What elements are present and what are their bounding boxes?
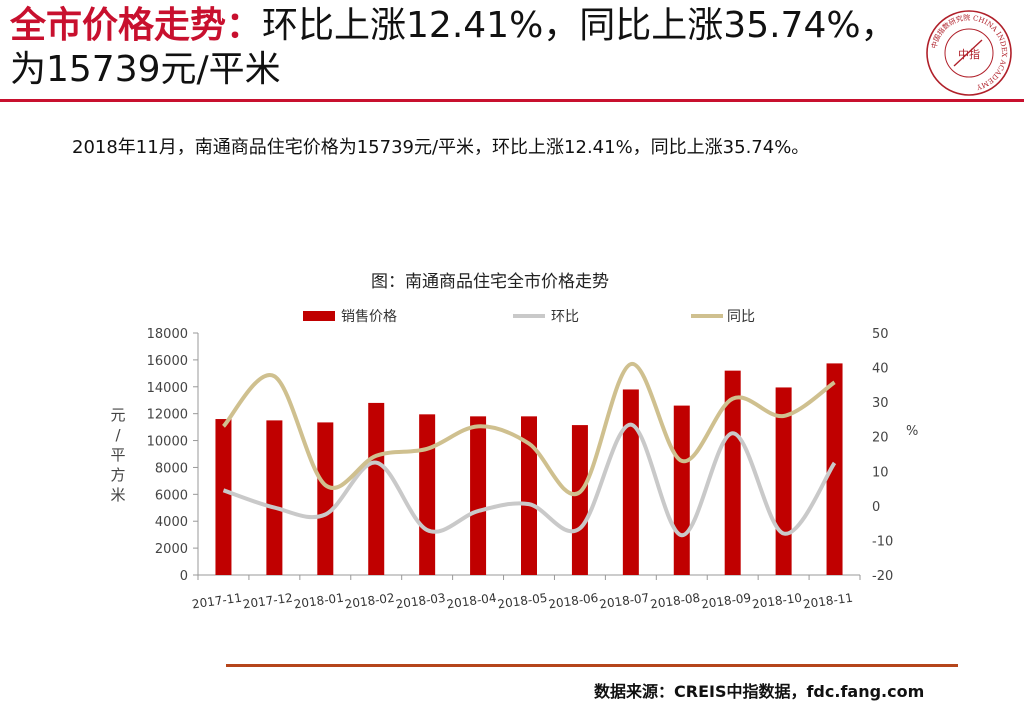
x-tick-label: 2017-11 (191, 591, 243, 612)
y-left-tick-label: 18000 (147, 327, 188, 342)
x-tick-label: 2018-08 (649, 591, 701, 612)
bar-price (470, 416, 487, 575)
legend-label-yoy: 同比 (727, 309, 755, 325)
x-tick-label: 2018-03 (395, 591, 447, 612)
y-left-axis-label-char: 平 (110, 446, 125, 464)
y-left-tick-label: 6000 (155, 488, 188, 503)
legend-label-mom: 环比 (551, 309, 579, 325)
y-left-tick-label: 16000 (147, 354, 188, 369)
legend-swatch-price (303, 311, 335, 321)
line-mom (222, 422, 837, 538)
bar-price (826, 363, 843, 575)
x-tick-label: 2018-04 (446, 591, 498, 612)
y-right-tick-label: 50 (872, 327, 889, 342)
y-right-tick-label: 0 (872, 500, 880, 515)
x-tick-label: 2017-12 (242, 591, 294, 612)
x-tick-label: 2018-06 (548, 591, 600, 612)
y-right-tick-label: 30 (872, 396, 889, 411)
bar-price (368, 402, 385, 575)
china-index-academy-seal-icon: 中国指数研究院 CHINA INDEX ACADEMY 中指 (926, 10, 1012, 96)
bar-price (215, 419, 232, 575)
bar-price (724, 370, 741, 575)
logo-center-text: 中指 (958, 47, 980, 61)
bar-price (622, 389, 639, 575)
bar-price (673, 405, 690, 575)
y-left-tick-label: 0 (180, 569, 188, 584)
page-title: 全市价格走势：环比上涨12.41%，同比上涨35.74%，为15739元/平米 (10, 4, 910, 92)
x-tick-label: 2018-11 (802, 591, 854, 612)
title-divider (0, 99, 1024, 102)
x-tick-label: 2018-02 (344, 591, 396, 612)
y-left-tick-label: 2000 (155, 542, 188, 557)
y-left-tick-label: 10000 (147, 435, 188, 450)
title-rest: 环比上涨12.41%，同比上涨35.74%，为15739元/平米 (10, 5, 897, 90)
y-left-axis-label-char: 元 (110, 406, 125, 424)
x-tick-label: 2018-07 (598, 591, 650, 612)
bar-price (266, 420, 283, 575)
y-left-axis-label-char: 米 (110, 486, 125, 504)
y-right-tick-label: 40 (872, 362, 889, 377)
y-right-tick-label: 20 (872, 431, 889, 446)
x-tick-label: 2018-09 (700, 591, 752, 612)
legend-label-price: 销售价格 (341, 309, 397, 325)
x-tick-label: 2018-10 (751, 591, 803, 612)
y-left-axis-label-char: 方 (110, 466, 125, 484)
y-left-axis-label-char: / (115, 426, 121, 444)
line-yoy (221, 362, 836, 497)
y-right-tick-label: 10 (872, 465, 889, 480)
bar-price (571, 425, 588, 575)
bar-price (317, 422, 334, 575)
footer-divider (226, 664, 958, 667)
x-tick-label: 2018-05 (497, 591, 549, 612)
bar-price (419, 414, 436, 575)
y-right-axis-label: % (906, 424, 918, 439)
x-tick-label: 2018-01 (293, 591, 345, 612)
bar-price (521, 416, 537, 575)
y-right-tick-label: -20 (872, 569, 893, 584)
y-left-tick-label: 4000 (155, 515, 188, 530)
y-right-tick-label: -10 (872, 534, 893, 549)
title-highlight: 全市价格走势： (10, 5, 263, 46)
y-left-tick-label: 8000 (155, 461, 188, 476)
chart-title: 图：南通商品住宅全市价格走势 (371, 272, 609, 292)
summary-text: 2018年11月，南通商品住宅价格为15739元/平米，环比上涨12.41%，同… (72, 137, 810, 158)
y-left-tick-label: 12000 (147, 408, 188, 423)
y-left-tick-label: 14000 (147, 381, 188, 396)
data-source: 数据来源：CREIS中指数据，fdc.fang.com (594, 682, 925, 701)
